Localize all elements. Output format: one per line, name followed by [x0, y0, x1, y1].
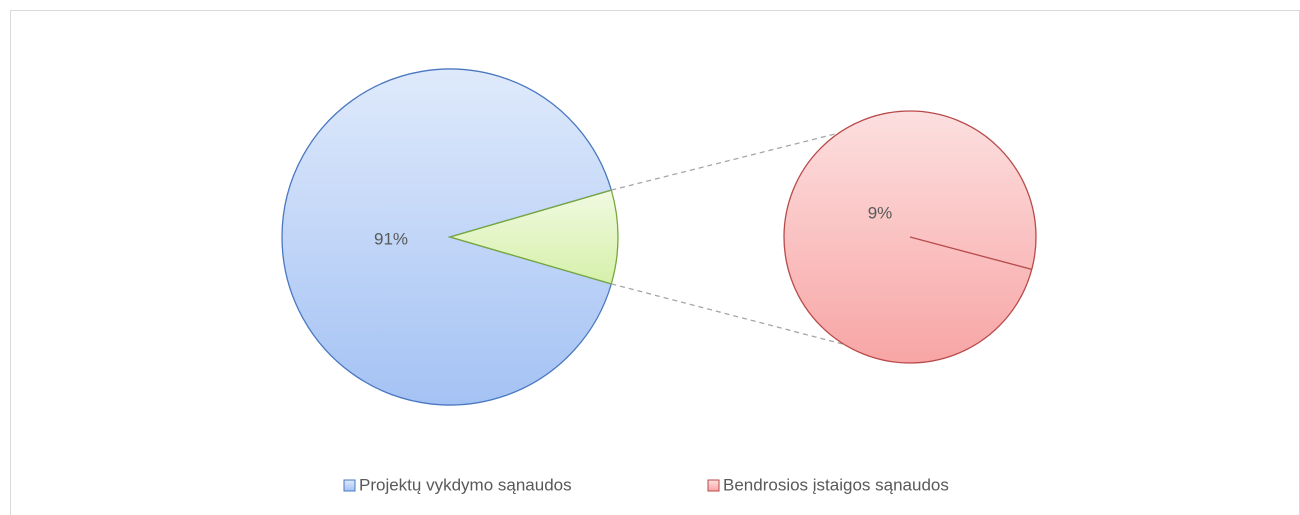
connector: [611, 283, 845, 346]
pie-slice: [281, 68, 613, 406]
data-label: 9%: [868, 203, 893, 222]
legend-label: Projektų vykdymo sąnaudos: [359, 475, 572, 494]
chart-border: [10, 10, 1300, 515]
legend-swatch: [343, 479, 356, 492]
legend-label: Bendrosios įstaigos sąnaudos: [723, 475, 949, 494]
connector: [611, 132, 840, 191]
pie-slice: [447, 189, 619, 285]
slice-edge: [909, 236, 1032, 271]
legend-swatch: [707, 479, 720, 492]
data-label: 91%: [374, 229, 408, 248]
